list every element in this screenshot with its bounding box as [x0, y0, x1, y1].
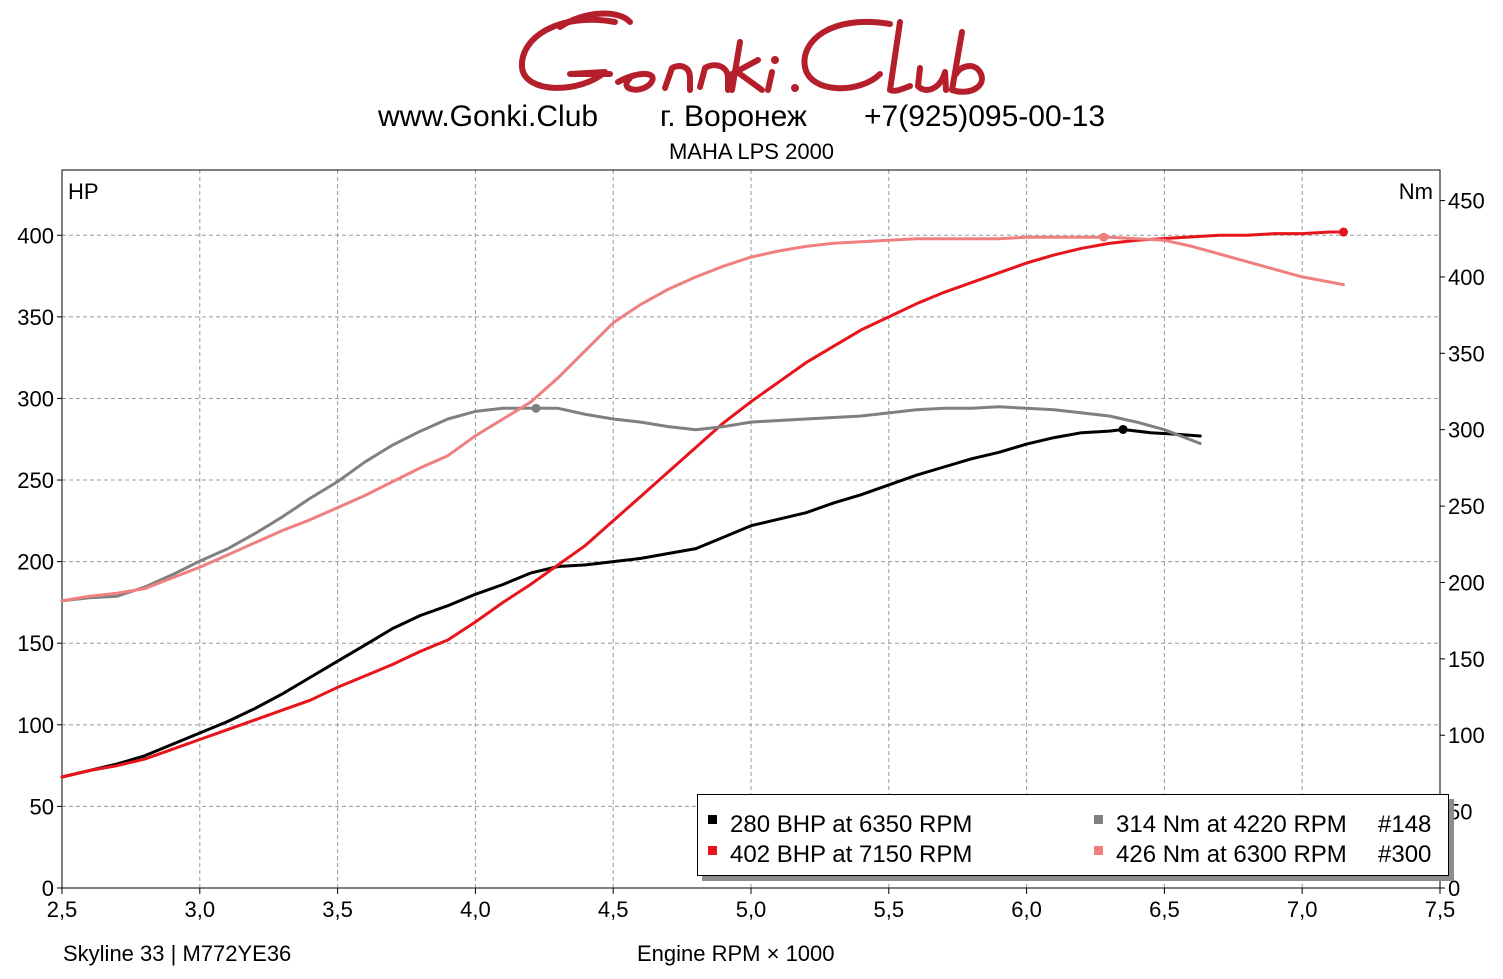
x-tick-label: 6,5	[1149, 897, 1180, 922]
legend-hp2: 402 BHP at 7150 RPM	[730, 841, 973, 868]
y2-axis-label: Nm	[1399, 179, 1433, 204]
y-tick-label: 0	[42, 876, 54, 901]
legend-tq2-run: #300	[1378, 841, 1432, 868]
y-tick-label: 100	[17, 713, 54, 738]
chart-grid	[62, 170, 1440, 888]
series-line-3	[60, 405, 1202, 603]
vehicle-info: Skyline 33 | M772YE36	[63, 941, 292, 966]
series-line-1	[60, 428, 1202, 779]
y2-tick-label: 350	[1448, 341, 1485, 366]
series-line-4	[60, 235, 1345, 603]
legend-hp1: 280 BHP at 6350 RPM	[730, 811, 973, 838]
y-tick-label: 200	[17, 550, 54, 575]
x-tick-label: 5,5	[874, 897, 905, 922]
peak-marker-3	[531, 403, 541, 413]
legend-tq2: 426 Nm at 6300 RPM	[1116, 841, 1347, 868]
y2-tick-label: 200	[1448, 570, 1485, 595]
y-tick-label: 300	[17, 386, 54, 411]
legend-swatch-hp2	[708, 846, 717, 855]
y-tick-label: 250	[17, 468, 54, 493]
y2-tick-label: 250	[1448, 494, 1485, 519]
axis-ticks: 2,5 3,0 3,5 4,0 4,5 5,0 5,5 6,0 6,5 7,0 7,50501001…	[17, 189, 1484, 922]
x-tick-label: 4,0	[460, 897, 491, 922]
legend: 280 BHP at 6350 RPM 402 BHP at 7150 RPM …	[697, 794, 1449, 876]
dyno-name: MAHA LPS 2000	[668, 139, 835, 164]
x-tick-label: 3,0	[185, 897, 216, 922]
y2-tick-label: 50	[1448, 800, 1472, 825]
x-tick-label: 7,5	[1425, 897, 1456, 922]
y2-tick-label: 100	[1448, 723, 1485, 748]
x-axis-label: Engine RPM × 1000	[637, 941, 835, 966]
y2-tick-label: 0	[1448, 876, 1460, 901]
legend-swatch-tq1	[1094, 815, 1103, 824]
contact-header: www.Gonki.Club г. Воронеж +7(925)095-00-…	[0, 100, 1503, 140]
x-tick-label: 6,0	[1011, 897, 1042, 922]
legend-swatch-hp1	[708, 815, 717, 824]
peak-marker-1	[1118, 424, 1128, 434]
y2-tick-label: 450	[1448, 189, 1485, 214]
y-tick-label: 150	[17, 631, 54, 656]
x-tick-label: 2,5	[47, 897, 78, 922]
legend-tq1-run: #148	[1378, 811, 1432, 838]
y2-tick-label: 150	[1448, 647, 1485, 672]
series-lines	[60, 227, 1349, 779]
series-line-2	[60, 230, 1345, 779]
x-tick-label: 4,5	[598, 897, 629, 922]
y-tick-label: 400	[17, 223, 54, 248]
legend-swatch-tq2	[1094, 846, 1103, 855]
website-text: www.Gonki.Club	[378, 100, 599, 133]
y2-tick-label: 300	[1448, 418, 1485, 443]
phone-text: +7(925)095-00-13	[864, 100, 1106, 133]
peak-marker-4	[1099, 232, 1109, 242]
x-tick-label: 5,0	[736, 897, 767, 922]
city-text: г. Воронеж	[660, 100, 807, 133]
x-tick-label: 3,5	[322, 897, 353, 922]
y-axis-label: HP	[68, 179, 99, 204]
y-tick-label: 50	[30, 794, 54, 819]
x-tick-label: 7,0	[1287, 897, 1318, 922]
y-tick-label: 350	[17, 305, 54, 330]
legend-tq1: 314 Nm at 4220 RPM	[1116, 811, 1347, 838]
peak-marker-2	[1339, 227, 1349, 237]
gonki-club-logo	[518, 10, 985, 95]
y2-tick-label: 400	[1448, 265, 1485, 290]
